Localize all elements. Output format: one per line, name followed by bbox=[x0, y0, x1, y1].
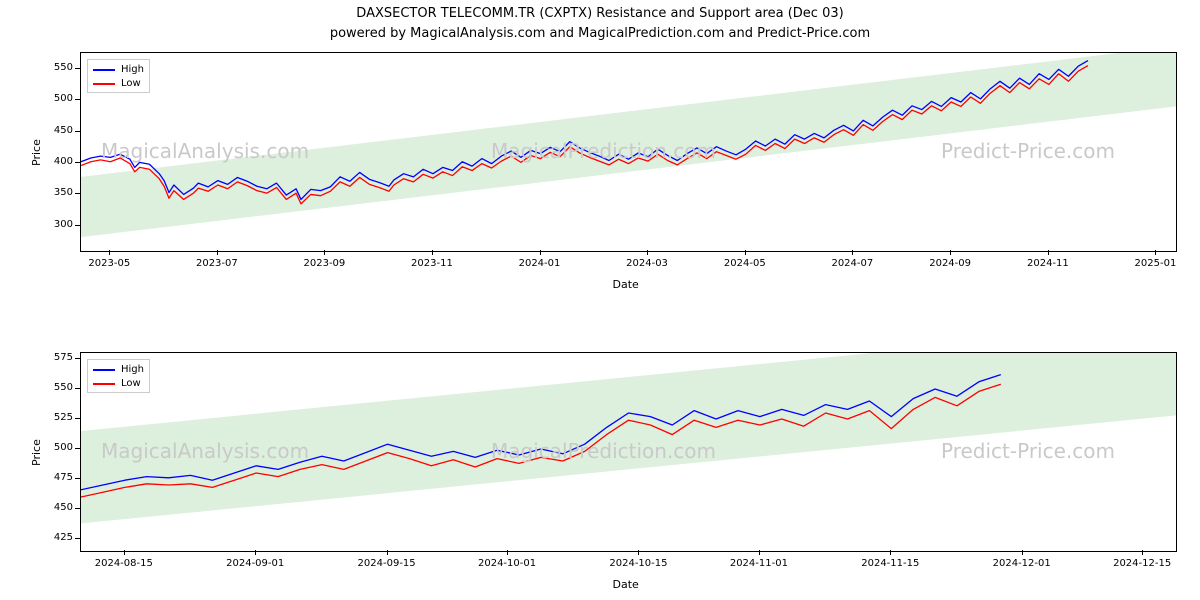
support-resistance-band bbox=[81, 46, 1176, 237]
ytick-label: 425 bbox=[28, 532, 73, 543]
legend-key-high-icon bbox=[93, 69, 115, 71]
ytick-label: 550 bbox=[28, 382, 73, 393]
bottom-plot-svg bbox=[81, 353, 1176, 551]
legend-key-low-icon bbox=[93, 83, 115, 85]
ytick-label: 350 bbox=[28, 187, 73, 198]
bottom-xlabel: Date bbox=[613, 578, 639, 591]
legend-key-high-icon-2 bbox=[93, 369, 115, 371]
ytick-label: 475 bbox=[28, 472, 73, 483]
legend-label-low: Low bbox=[121, 77, 141, 91]
chart-title: DAXSECTOR TELECOMM.TR (CXPTX) Resistance… bbox=[0, 6, 1200, 21]
ytick-label: 300 bbox=[28, 219, 73, 230]
xtick-label: 2024-09 bbox=[920, 258, 980, 269]
chart-subtitle: powered by MagicalAnalysis.com and Magic… bbox=[0, 26, 1200, 41]
xtick-label: 2023-05 bbox=[79, 258, 139, 269]
legend-label-high-2: High bbox=[121, 363, 144, 377]
figure: DAXSECTOR TELECOMM.TR (CXPTX) Resistance… bbox=[0, 0, 1200, 600]
top-plot-area: MagicalAnalysis.com MagicalPrediction.co… bbox=[80, 52, 1177, 252]
bottom-plot-area: MagicalAnalysis.com MagicalPrediction.co… bbox=[80, 352, 1177, 552]
xtick-label: 2023-11 bbox=[402, 258, 462, 269]
bottom-legend: High Low bbox=[87, 359, 150, 393]
legend-key-low-icon-2 bbox=[93, 383, 115, 385]
xtick-label: 2023-07 bbox=[187, 258, 247, 269]
ytick-label: 450 bbox=[28, 502, 73, 513]
top-plot-svg bbox=[81, 53, 1176, 251]
xtick-label: 2024-10-01 bbox=[477, 558, 537, 569]
xtick-label: 2024-03 bbox=[617, 258, 677, 269]
ytick-label: 525 bbox=[28, 412, 73, 423]
xtick-label: 2024-11 bbox=[1018, 258, 1078, 269]
xtick-label: 2024-08-15 bbox=[94, 558, 154, 569]
xtick-label: 2024-05 bbox=[715, 258, 775, 269]
xtick-label: 2024-12-15 bbox=[1112, 558, 1172, 569]
xtick-label: 2023-09 bbox=[294, 258, 354, 269]
xtick-label: 2024-09-15 bbox=[357, 558, 417, 569]
top-xlabel: Date bbox=[613, 278, 639, 291]
legend-label-low-2: Low bbox=[121, 377, 141, 391]
xtick-label: 2024-11-15 bbox=[860, 558, 920, 569]
legend-item-low-2: Low bbox=[93, 377, 144, 391]
ytick-label: 500 bbox=[28, 93, 73, 104]
ytick-label: 400 bbox=[28, 156, 73, 167]
xtick-label: 2025-01 bbox=[1125, 258, 1185, 269]
xtick-label: 2024-10-15 bbox=[608, 558, 668, 569]
top-legend: High Low bbox=[87, 59, 150, 93]
xtick-label: 2024-09-01 bbox=[225, 558, 285, 569]
legend-item-high: High bbox=[93, 63, 144, 77]
xtick-label: 2024-12-01 bbox=[992, 558, 1052, 569]
xtick-label: 2024-07 bbox=[822, 258, 882, 269]
xtick-label: 2024-11-01 bbox=[729, 558, 789, 569]
ytick-label: 550 bbox=[28, 62, 73, 73]
legend-label-high: High bbox=[121, 63, 144, 77]
ytick-label: 500 bbox=[28, 442, 73, 453]
ytick-label: 575 bbox=[28, 352, 73, 363]
legend-item-low: Low bbox=[93, 77, 144, 91]
xtick-label: 2024-01 bbox=[510, 258, 570, 269]
legend-item-high-2: High bbox=[93, 363, 144, 377]
ytick-label: 450 bbox=[28, 125, 73, 136]
support-resistance-band bbox=[81, 323, 1176, 523]
